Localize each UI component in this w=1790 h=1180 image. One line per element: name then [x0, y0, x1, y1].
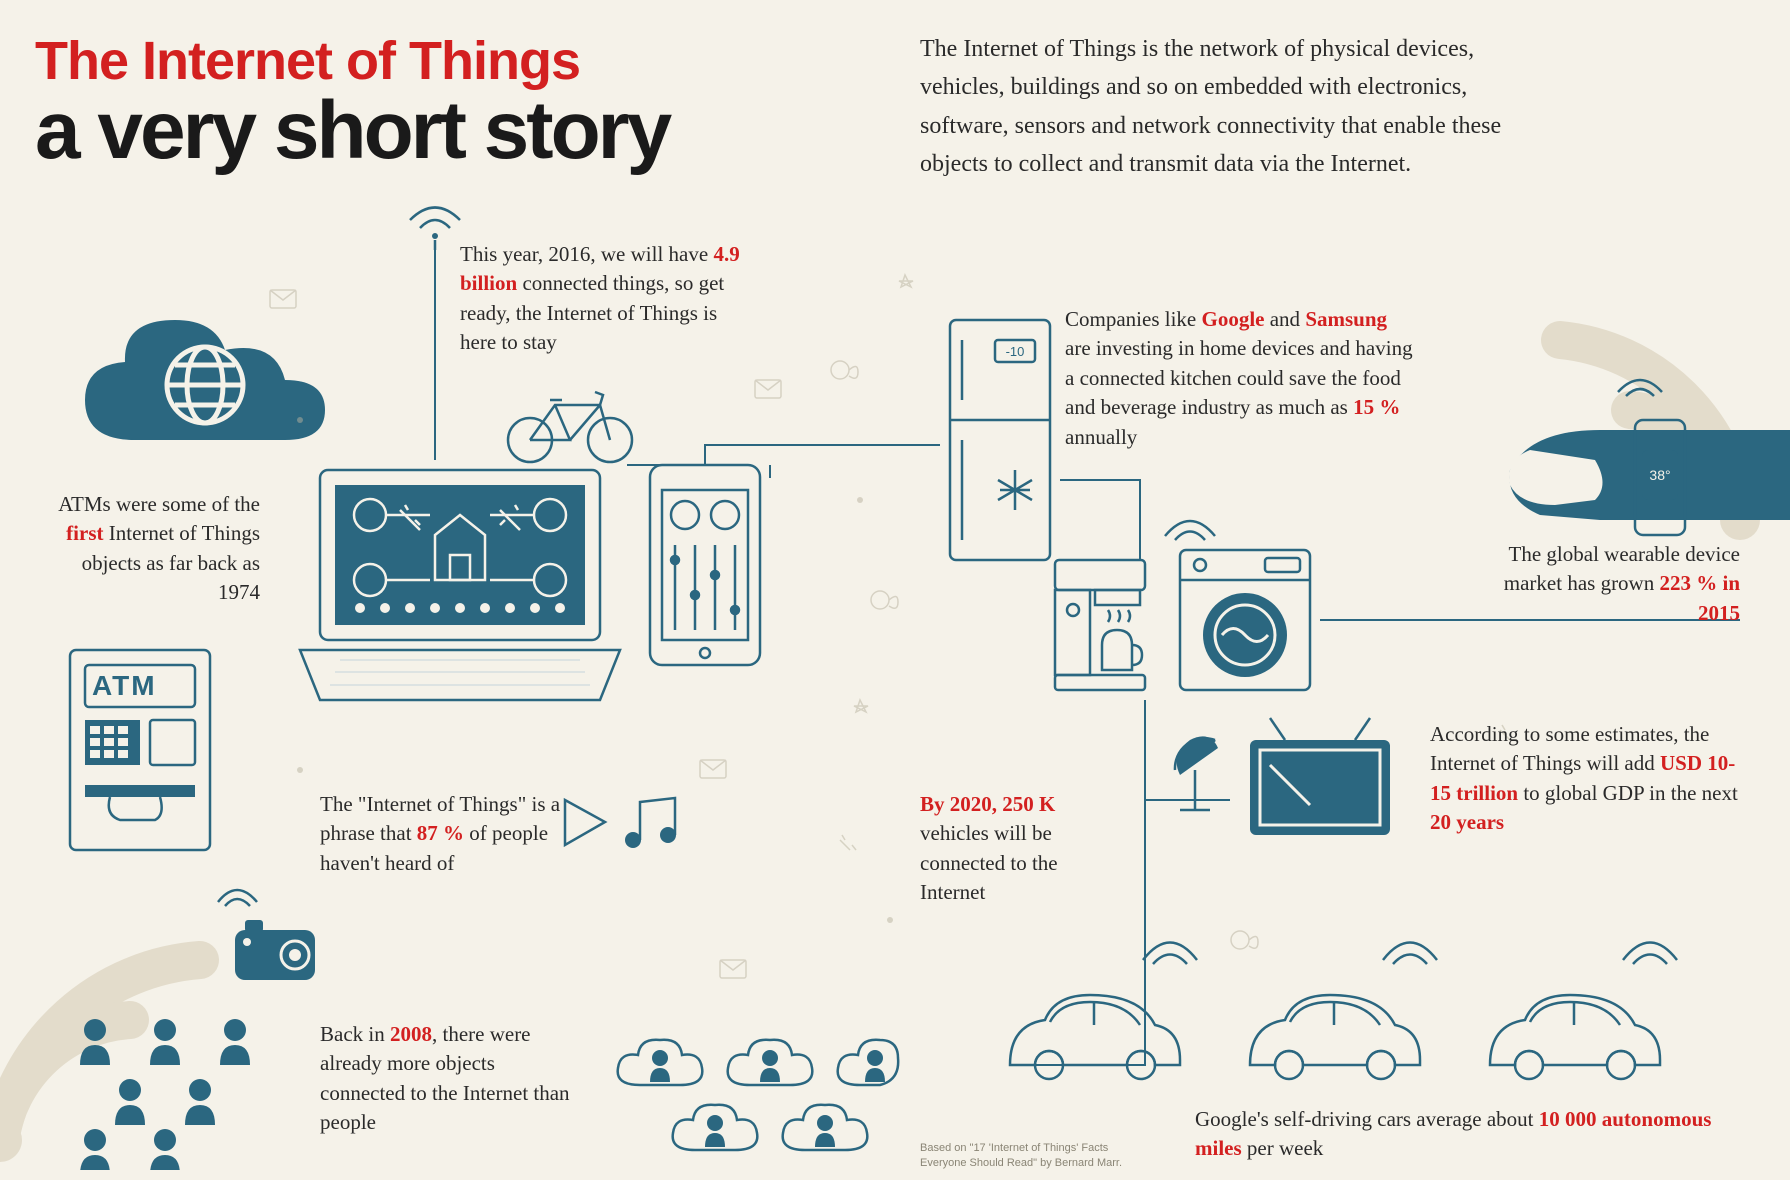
title-block: The Internet of Things a very short stor…: [35, 30, 669, 170]
wifi-arc-icon: [1155, 498, 1225, 548]
intro-text: The Internet of Things is the network of…: [920, 30, 1520, 184]
tablet-icon: [640, 455, 770, 675]
wifi-watch-icon: [1610, 360, 1670, 405]
washing-machine-icon: [1170, 540, 1320, 700]
fact-objects-people: Back in 2008, there were already more ob…: [320, 1020, 580, 1138]
wifi-camera-icon: [210, 870, 265, 915]
satellite-dish-icon: [1160, 720, 1240, 820]
title-line2: a very short story: [35, 92, 669, 170]
fact-wearable: The global wearable device market has gr…: [1470, 540, 1740, 628]
fact-gdp: According to some estimates, the Interne…: [1430, 720, 1740, 838]
fact-selfdriving: Google's self-driving cars average about…: [1195, 1105, 1755, 1164]
wifi-car3-icon: [1615, 920, 1685, 975]
fridge-icon: -10: [940, 310, 1060, 570]
atm-label: ATM: [92, 670, 157, 702]
people-silhouettes-icon: [55, 1010, 295, 1170]
svg-text:38°: 38°: [1649, 467, 1670, 483]
smartwatch-arm-icon: 38°: [1470, 400, 1790, 550]
tv-icon: [1230, 710, 1410, 850]
wifi-car2-icon: [1375, 920, 1445, 975]
car-3-icon: [1470, 970, 1670, 1090]
people-clouds-icon: [610, 1030, 900, 1180]
car-1-icon: [990, 970, 1190, 1090]
title-line1: The Internet of Things: [35, 30, 669, 92]
bicycle-icon: [500, 380, 640, 470]
fact-connected-things: This year, 2016, we will have 4.9 billio…: [460, 240, 740, 358]
fact-phrase: The "Internet of Things" is a phrase tha…: [320, 790, 590, 878]
fact-atm: ATMs were some of the first Internet of …: [40, 490, 260, 608]
coffee-machine-icon: [1040, 550, 1160, 700]
camera-icon: [225, 910, 325, 990]
wifi-car1-icon: [1135, 920, 1205, 975]
cloud-globe-icon: [75, 300, 335, 470]
car-2-icon: [1230, 970, 1430, 1090]
fact-vehicles: By 2020, 250 K vehicles will be connecte…: [920, 790, 1120, 908]
fact-home-devices: Companies like Google and Samsung are in…: [1065, 305, 1415, 452]
credit-text: Based on "17 'Internet of Things' FactsE…: [920, 1141, 1122, 1170]
laptop-icon: [290, 460, 630, 720]
svg-text:-10: -10: [1006, 344, 1025, 359]
